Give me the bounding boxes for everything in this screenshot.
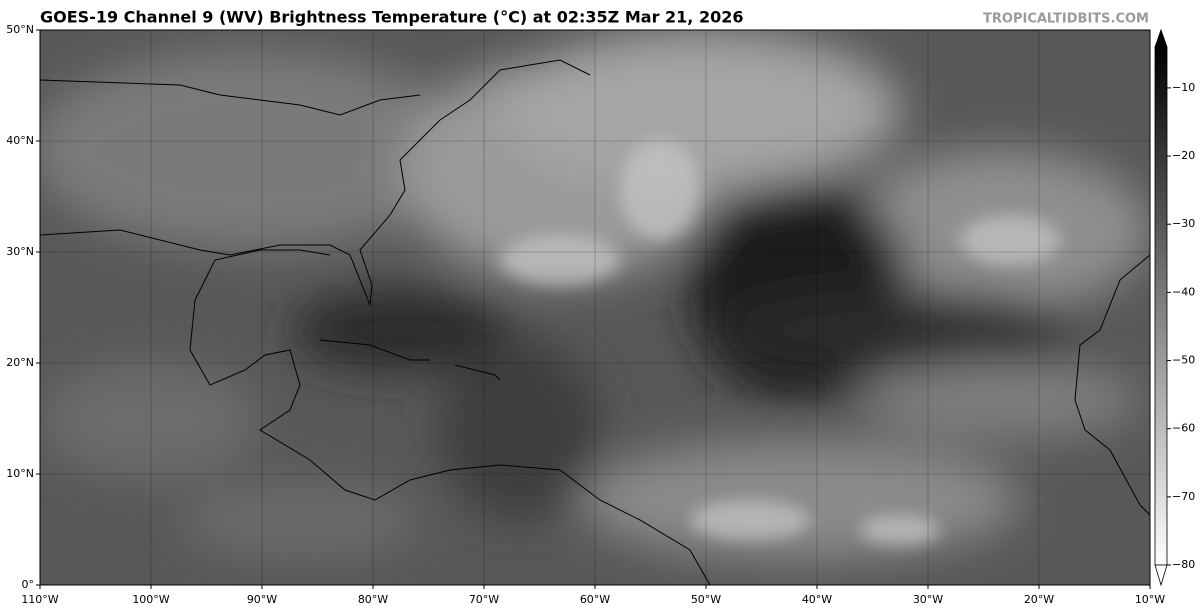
x-tick-label: 60°W (580, 593, 610, 606)
x-tick-label: 90°W (247, 593, 277, 606)
colorbar-extend-top (1154, 28, 1168, 48)
x-tick-label: 110°W (21, 593, 58, 606)
y-tick-label: 20°N (6, 356, 34, 369)
colorbar-tick-label: −80 (1172, 558, 1195, 571)
colorbar-tick-label: −60 (1172, 422, 1195, 435)
colorbar: −10 −20 −30 −40 −50 −60 −70 −80 (1154, 28, 1195, 587)
colorbar-tick-label: −10 (1172, 81, 1195, 94)
colorbar-tick-label: −20 (1172, 149, 1195, 162)
x-tick-label: 100°W (132, 593, 169, 606)
x-tick-label: 70°W (469, 593, 499, 606)
map-title: GOES-19 Channel 9 (WV) Brightness Temper… (40, 8, 743, 27)
watermark: TROPICALTIDBITS.COM (983, 12, 1149, 27)
colorbar-tick-label: −40 (1172, 285, 1195, 298)
y-tick-label: 0° (22, 578, 35, 591)
map-frame (39, 29, 1151, 586)
x-tick-label: 80°W (358, 593, 388, 606)
x-tick-label: 50°W (691, 593, 721, 606)
coastlines (40, 59, 1150, 585)
y-tick-label: 30°N (6, 245, 34, 258)
colorbar-extend-bottom (1154, 564, 1168, 587)
x-tick-label: 40°W (802, 593, 832, 606)
x-tick-label: 10°W (1135, 593, 1165, 606)
y-tick-label: 10°N (6, 467, 34, 480)
colorbar-tick-label: −30 (1172, 217, 1195, 230)
y-tick-label: 40°N (6, 134, 34, 147)
satellite-image (40, 30, 1150, 585)
x-tick-label: 20°W (1024, 593, 1054, 606)
y-tick-label: 50°N (6, 23, 34, 36)
colorbar-ramp (1154, 46, 1168, 566)
x-tick-label: 30°W (913, 593, 943, 606)
colorbar-tick-label: −50 (1172, 354, 1195, 367)
colorbar-tick-label: −70 (1172, 490, 1195, 503)
